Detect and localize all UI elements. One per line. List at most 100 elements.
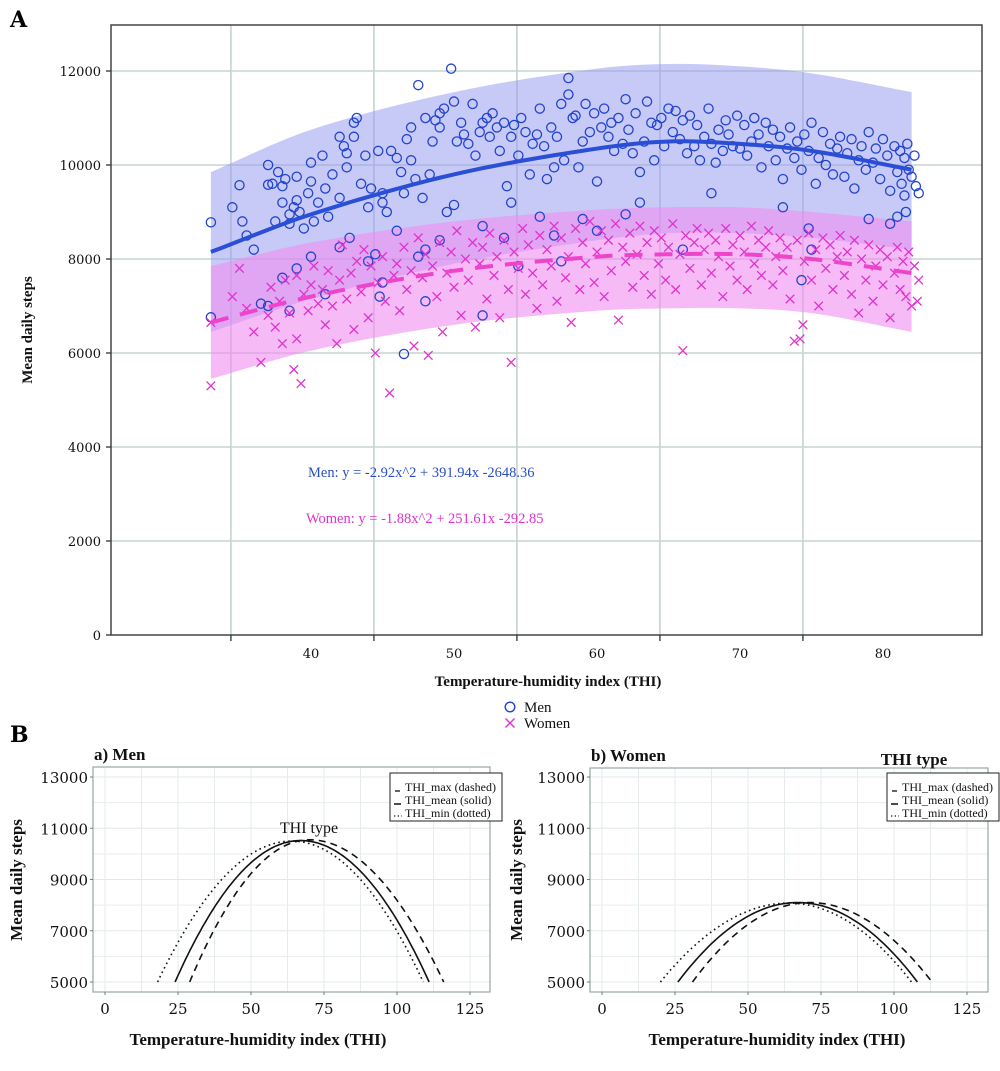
women-data-point bbox=[263, 310, 273, 321]
men-data-point bbox=[395, 166, 407, 178]
legend-label-thi-max: THI_max (dashed) bbox=[902, 780, 993, 794]
women-data-point bbox=[513, 263, 524, 274]
men-data-point bbox=[839, 171, 850, 182]
men-data-point bbox=[385, 145, 397, 157]
y-tick-label: 11000 bbox=[537, 820, 585, 838]
women-data-point bbox=[289, 364, 299, 375]
women-data-point bbox=[337, 240, 348, 250]
women-data-point bbox=[901, 291, 911, 302]
men-data-point bbox=[817, 126, 829, 138]
men-data-point bbox=[882, 150, 893, 161]
women-data-point bbox=[552, 296, 562, 307]
men-data-point bbox=[789, 152, 800, 164]
men-data-point bbox=[796, 164, 807, 175]
women-data-point bbox=[432, 291, 442, 302]
men-data-point bbox=[874, 173, 886, 185]
women-data-point bbox=[206, 381, 216, 391]
women-data-point bbox=[434, 237, 445, 248]
women-data-point bbox=[811, 244, 821, 255]
women-data-point bbox=[892, 242, 903, 253]
x-tick-label: 125 bbox=[953, 1000, 982, 1018]
women-data-point bbox=[610, 218, 621, 229]
women-data-point bbox=[577, 237, 588, 248]
men-data-point bbox=[646, 117, 657, 128]
men-data-point bbox=[677, 244, 689, 255]
legend-item-women: Women bbox=[505, 716, 571, 732]
men-data-point bbox=[438, 103, 450, 114]
men-data-point bbox=[308, 216, 320, 227]
women-data-point bbox=[380, 296, 391, 307]
women-data-point bbox=[546, 261, 556, 271]
women-data-point bbox=[760, 242, 771, 253]
women-data-point bbox=[756, 270, 767, 281]
men-data-point bbox=[713, 124, 724, 136]
men-data-point bbox=[277, 180, 288, 192]
legend-label-thi-mean: THI_mean (solid) bbox=[405, 793, 491, 807]
panel-a-y-axis-title: Mean daily steps bbox=[20, 276, 36, 384]
men-data-point bbox=[720, 115, 731, 126]
women-data-point bbox=[549, 221, 559, 231]
x-tick-label: 75 bbox=[314, 1000, 333, 1018]
men-data-point bbox=[863, 126, 874, 138]
men-data-point bbox=[487, 108, 498, 119]
y-tick-label: 7000 bbox=[547, 923, 585, 941]
men-data-point bbox=[863, 213, 874, 225]
men-data-point bbox=[427, 136, 438, 147]
men-data-point bbox=[434, 122, 445, 133]
men-data-point bbox=[799, 129, 810, 140]
men-data-point bbox=[291, 171, 302, 182]
men-data-point bbox=[458, 129, 470, 140]
y-tick-label: 4000 bbox=[68, 441, 101, 456]
men-data-point bbox=[491, 122, 503, 133]
women-data-point bbox=[327, 301, 338, 311]
women-data-point bbox=[828, 284, 838, 295]
y-tick-label: 9000 bbox=[50, 872, 88, 890]
women-data-point bbox=[603, 235, 614, 245]
women-data-point bbox=[456, 310, 466, 321]
women-data-point bbox=[484, 228, 495, 238]
men-data-point bbox=[777, 173, 789, 185]
men-data-point bbox=[556, 256, 567, 267]
men-data-point bbox=[774, 131, 786, 143]
curve-thi-min bbox=[659, 902, 913, 983]
panel-letter-a: A bbox=[9, 7, 28, 33]
women-data-point bbox=[646, 289, 657, 300]
panel-a-points bbox=[205, 63, 925, 398]
men-data-point bbox=[899, 190, 910, 201]
men-data-point bbox=[684, 110, 696, 121]
panel-b-women-thi-type-label: THI type bbox=[881, 750, 948, 769]
women-data-point bbox=[718, 291, 728, 302]
women-data-point bbox=[749, 258, 760, 269]
women-data-point bbox=[560, 273, 571, 283]
women-data-point bbox=[842, 247, 853, 257]
women-data-point bbox=[720, 223, 731, 234]
men-data-point bbox=[577, 136, 588, 147]
men-data-point bbox=[877, 133, 889, 145]
y-tick-label: 0 bbox=[93, 629, 101, 644]
women-data-point bbox=[596, 226, 607, 236]
men-data-point bbox=[667, 126, 679, 138]
y-tick-label: 5000 bbox=[547, 974, 585, 992]
men-data-point bbox=[627, 147, 639, 159]
women-data-point bbox=[689, 237, 699, 248]
men-data-point bbox=[381, 206, 393, 218]
women-data-point bbox=[363, 312, 373, 323]
men-data-point bbox=[591, 176, 603, 187]
women-data-point bbox=[835, 230, 845, 241]
men-data-point bbox=[341, 147, 352, 159]
men-data-point bbox=[448, 199, 460, 211]
men-data-point bbox=[760, 117, 771, 128]
women-data-point bbox=[520, 289, 531, 300]
women-data-point bbox=[234, 263, 245, 274]
men-data-point bbox=[298, 223, 310, 234]
panel-b-men-x-axis-title: Temperature-humidity index (THI) bbox=[130, 1030, 387, 1049]
men-data-point bbox=[620, 93, 631, 105]
women-data-point bbox=[377, 251, 388, 262]
women-data-point bbox=[517, 223, 528, 234]
women-data-point bbox=[463, 275, 474, 285]
panel-b-women-title: b) Women bbox=[591, 746, 666, 765]
men-data-point bbox=[344, 232, 355, 244]
women-data-point bbox=[503, 284, 514, 295]
men-data-point bbox=[398, 348, 410, 360]
men-data-point bbox=[849, 183, 860, 194]
